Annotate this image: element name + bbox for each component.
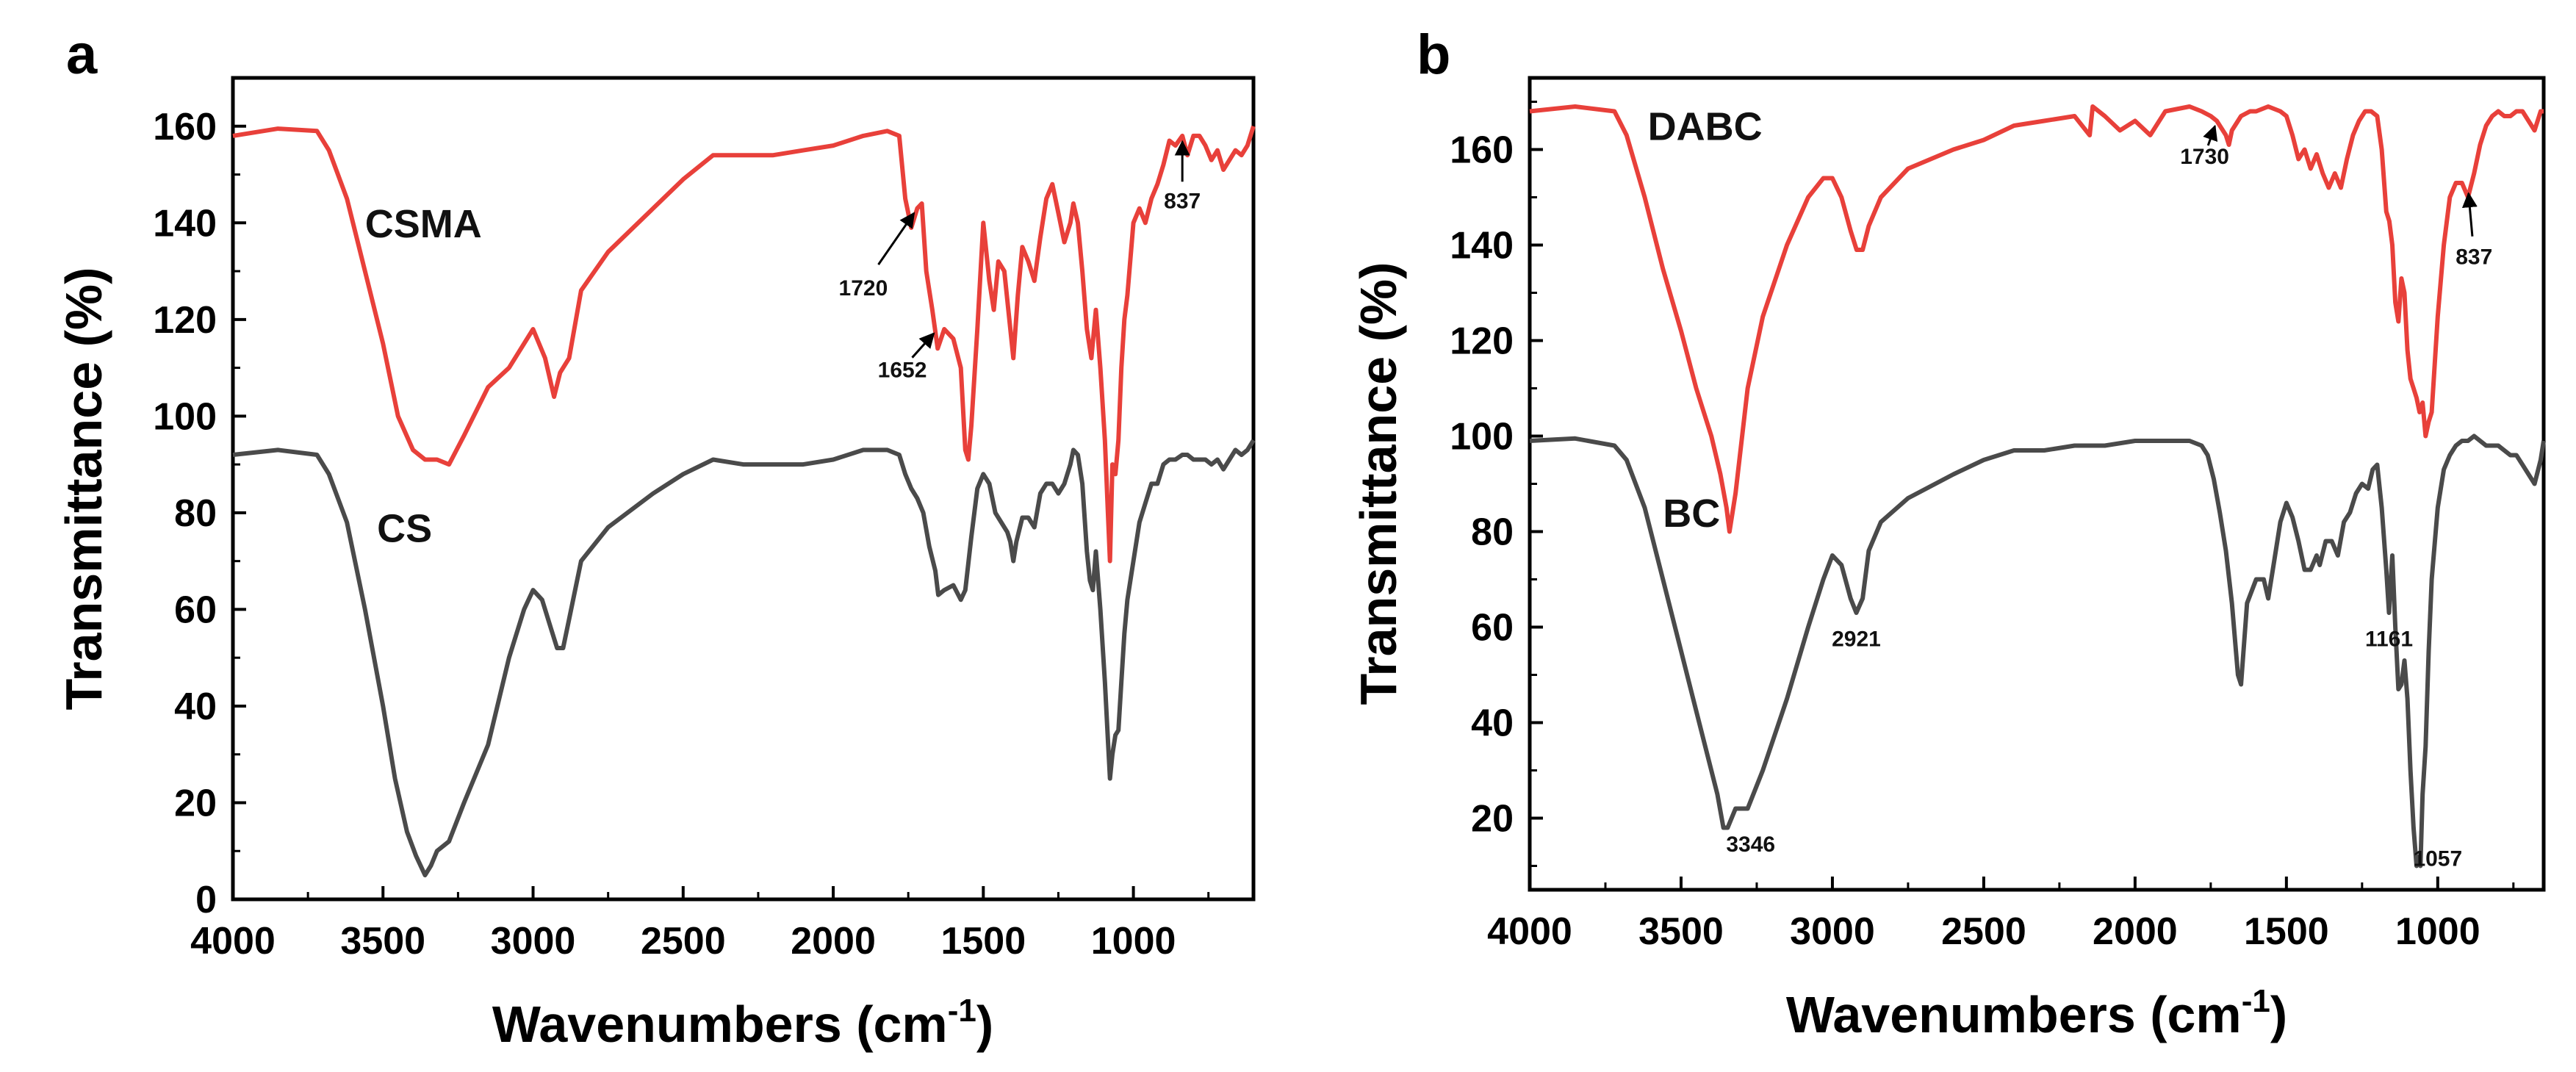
x-axis-title-a: Wavenumbers (cm-1) (492, 993, 993, 1053)
series-b: DABC BC (1529, 104, 2546, 868)
annotation-label-837: 837 (2456, 245, 2492, 270)
y-tick-label-a-6: 120 (153, 299, 217, 342)
series-line-bc (1529, 434, 2546, 868)
x-tick-label-a-3: 2500 (641, 920, 726, 963)
x-tick-label-a-1: 3500 (340, 920, 425, 963)
x-tick-label-a-4: 2000 (791, 920, 876, 963)
plot-frame-b (1528, 76, 2546, 892)
y-tick-label-b-2: 60 (1471, 607, 1514, 650)
series-label-dabc: DABC (1648, 105, 1763, 149)
x-tick-label-b-3: 2500 (1941, 910, 2026, 953)
y-axis-title-b: Transmittance (%) (1350, 262, 1407, 705)
y-tick-label-b-1: 40 (1471, 702, 1514, 745)
y-tick-label-b-3: 80 (1471, 511, 1514, 554)
x-tick-label-b-5: 1500 (2244, 910, 2329, 953)
y-tick-label-b-6: 140 (1450, 225, 1514, 267)
x-axis-title-b: Wavenumbers (cm-1) (1786, 983, 2287, 1043)
series-label-csma: CSMA (365, 202, 482, 246)
y-tick-label-b-7: 160 (1450, 129, 1514, 172)
y-tick-label-a-7: 140 (153, 202, 217, 245)
y-tick-label-b-0: 20 (1471, 798, 1514, 841)
annotation-arrow-837 (2461, 192, 2478, 237)
x-tick-label-b-2: 3000 (1790, 910, 1875, 953)
y-tick-label-a-1: 20 (174, 782, 217, 824)
ticks-b: 4000 3500 3000 2500 2000 1500 1000 20 40 60 80 100 1… (1450, 101, 2515, 953)
y-tick-label-b-5: 120 (1450, 320, 1514, 363)
ticks-a: 4000 3500 3000 2500 2000 1500 1000 0 20 40 60 80 100… (153, 76, 1210, 963)
y-tick-label-a-3: 60 (174, 589, 217, 631)
panel-letter-b: b (1417, 24, 1450, 86)
series-line-cs (232, 439, 1256, 878)
series-line-csma (232, 125, 1256, 564)
x-tick-label-a-0: 4000 (190, 920, 276, 963)
x-tick-label-a-5: 1500 (940, 920, 1026, 963)
series-line-dabc (1529, 104, 2544, 534)
annotation-label-1161: 1161 (2365, 627, 2413, 652)
annotation-label-1057: 1057 (2413, 847, 2462, 871)
x-tick-label-b-6: 1000 (2395, 910, 2480, 953)
y-axis-title-a: Transmittance (%) (55, 267, 112, 711)
annotation-label-1652: 1652 (878, 359, 927, 383)
annotations-b: 1730 837 2921 3346 1161 1057 (1726, 124, 2492, 871)
y-tick-label-a-4: 80 (174, 492, 217, 535)
annotations-a: 1720 1652 837 (839, 140, 1201, 383)
y-tick-label-a-0: 0 (195, 879, 217, 921)
panel-b: b 4000 3500 3000 2500 2000 1500 1000 20 40 60 80 10… (1350, 24, 2546, 1043)
y-tick-label-a-5: 100 (153, 395, 217, 438)
annotation-label-1730: 1730 (2180, 145, 2229, 169)
annotation-label-1720: 1720 (839, 276, 888, 301)
series-label-cs: CS (377, 506, 432, 550)
panel-a: a 4000 3500 3000 2500 2000 1500 1000 0 20 40 60 80 1… (55, 24, 1256, 1053)
x-tick-label-b-1: 3500 (1638, 910, 1724, 953)
plot-frame-a (231, 76, 1256, 902)
series-label-bc: BC (1663, 492, 1720, 536)
series-a: CSMA CS (232, 125, 1256, 878)
x-tick-label-a-6: 1000 (1091, 920, 1176, 963)
y-tick-label-a-2: 40 (174, 686, 217, 728)
panel-letter-a: a (66, 24, 98, 86)
annotation-label-2921: 2921 (1832, 627, 1881, 652)
annotation-label-837: 837 (1164, 190, 1201, 214)
x-tick-label-b-4: 2000 (2093, 910, 2178, 953)
annotation-arrow-1652 (911, 332, 935, 359)
x-tick-label-b-0: 4000 (1487, 910, 1572, 953)
annotation-arrow-1730 (2203, 124, 2218, 146)
y-tick-label-b-4: 100 (1450, 416, 1514, 458)
annotation-arrow-1720 (877, 212, 915, 266)
y-tick-label-a-8: 160 (153, 106, 217, 148)
annotation-label-3346: 3346 (1726, 832, 1775, 857)
x-tick-label-a-2: 3000 (491, 920, 576, 963)
